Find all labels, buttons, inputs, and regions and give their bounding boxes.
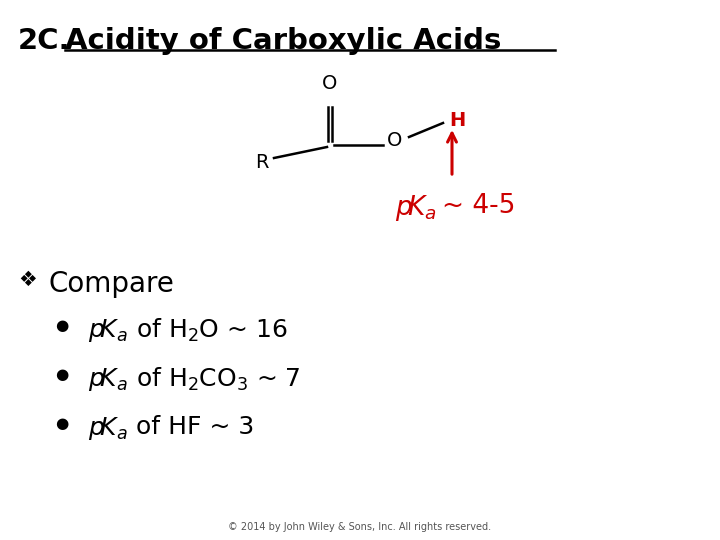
Text: Acidity of Carboxylic Acids: Acidity of Carboxylic Acids	[65, 27, 501, 55]
Text: ●: ●	[55, 318, 68, 333]
Text: of H$_2$O ~ 16: of H$_2$O ~ 16	[136, 317, 288, 344]
Text: ❖: ❖	[18, 270, 37, 290]
Text: ●: ●	[55, 367, 68, 382]
Text: of H$_2$CO$_3$ ~ 7: of H$_2$CO$_3$ ~ 7	[136, 366, 301, 393]
Text: $\mathit{p}\!K_a$: $\mathit{p}\!K_a$	[395, 193, 437, 223]
Text: 2C.: 2C.	[18, 27, 71, 55]
Text: $\mathit{p}\!K_a$: $\mathit{p}\!K_a$	[88, 317, 128, 344]
Text: of HF ~ 3: of HF ~ 3	[136, 415, 254, 439]
Text: Compare: Compare	[48, 270, 174, 298]
Text: $\mathit{p}\!K_a$: $\mathit{p}\!K_a$	[88, 415, 128, 442]
Text: H: H	[449, 111, 465, 130]
Text: ~ 4-5: ~ 4-5	[442, 193, 516, 219]
Text: © 2014 by John Wiley & Sons, Inc. All rights reserved.: © 2014 by John Wiley & Sons, Inc. All ri…	[228, 522, 492, 532]
Text: ●: ●	[55, 416, 68, 431]
Text: O: O	[323, 74, 338, 93]
Text: $\mathit{p}\!K_a$: $\mathit{p}\!K_a$	[88, 366, 128, 393]
Text: O: O	[387, 131, 402, 150]
Text: R: R	[256, 153, 269, 172]
